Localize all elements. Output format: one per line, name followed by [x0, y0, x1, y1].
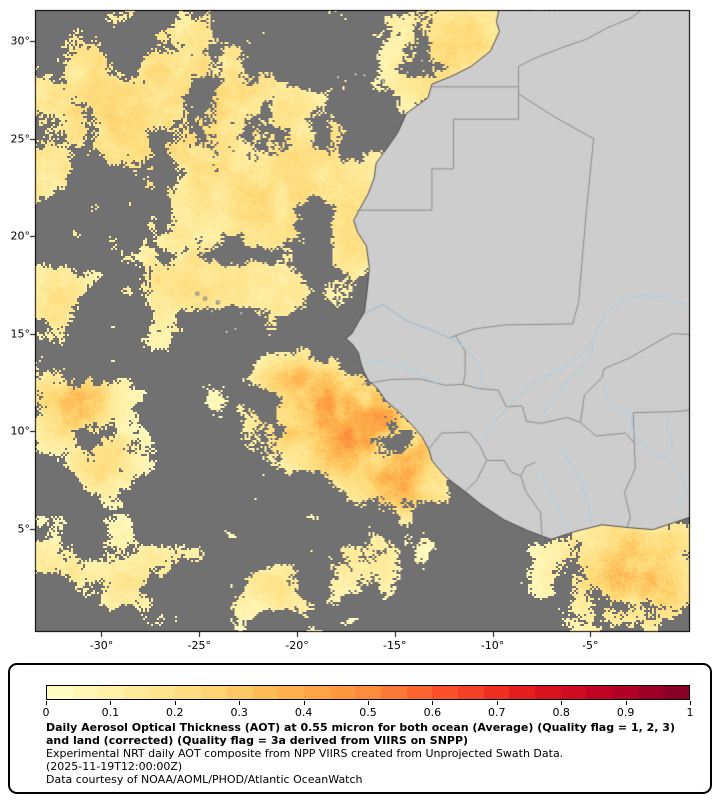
colorbar-segment — [355, 686, 381, 699]
colorbar-tick-label: 0.8 — [552, 706, 570, 719]
colorbar-segment — [458, 686, 484, 699]
x-axis-tick-label: -10° — [480, 639, 505, 652]
legend-title: Daily Aerosol Optical Thickness (AOT) at… — [46, 721, 675, 747]
colorbar-segment — [124, 686, 150, 699]
legend-credit: Data courtesy of NOAA/AOML/PHOD/Atlantic… — [46, 772, 363, 786]
colorbar-tick-mark — [239, 701, 241, 705]
colorbar — [46, 685, 690, 700]
colorbar-tick-mark — [110, 701, 112, 705]
colorbar-tick-label: 0.5 — [359, 706, 377, 719]
y-axis-tick-label: 30° — [10, 34, 31, 48]
colorbar-segment — [586, 686, 613, 699]
colorbar-tick-mark — [46, 701, 47, 705]
colorbar-segment — [560, 686, 587, 699]
colorbar-tick-mark — [368, 701, 369, 705]
colorbar-tick-label: 0.4 — [294, 706, 313, 719]
colorbar-segment — [432, 686, 458, 699]
colorbar-segment — [175, 686, 202, 699]
colorbar-tick-mark — [690, 701, 691, 705]
colorbar-segment — [637, 686, 664, 699]
map-overlay-canvas — [0, 0, 720, 660]
colorbar-tick-label: 0.1 — [101, 706, 120, 719]
colorbar-segment — [535, 686, 561, 699]
colorbar-tick-label: 0 — [42, 706, 50, 719]
legend-caption: Daily Aerosol Optical Thickness (AOT) at… — [46, 721, 696, 787]
colorbar-tick-mark — [303, 701, 305, 705]
colorbar-segment — [72, 686, 99, 699]
colorbar-segment — [252, 686, 279, 699]
x-axis-tick-label: -25° — [187, 639, 211, 652]
x-axis-tick-label: -30° — [89, 639, 114, 652]
colorbar-tick-mark — [432, 701, 434, 705]
colorbar-tick-label: 0.3 — [230, 706, 248, 719]
colorbar-tick-mark — [561, 701, 563, 705]
colorbar-segment — [201, 686, 227, 699]
colorbar-segment — [483, 686, 510, 699]
colorbar-segment — [47, 686, 73, 699]
legend-subtitle: Experimental NRT daily AOT composite fro… — [46, 746, 564, 760]
colorbar-segment — [663, 686, 689, 699]
legend-panel: 0 0.1 0.2 0.3 0.4 0.5 0.6 0.7 0.8 0.9 1 Daily Aero… — [8, 663, 712, 794]
colorbar-segment — [98, 686, 125, 699]
colorbar-tick-label: 1 — [686, 706, 694, 719]
colorbar-tick-label: 0.9 — [616, 706, 635, 719]
y-axis-tick-label: 15° — [10, 327, 31, 341]
colorbar-tick-mark — [496, 701, 498, 705]
colorbar-tick-mark — [174, 701, 176, 705]
colorbar-tick-label: 0.6 — [423, 706, 442, 719]
colorbar-segment — [329, 686, 356, 699]
colorbar-segment — [149, 686, 176, 699]
colorbar-segment — [612, 686, 638, 699]
x-axis-tick-label: -5° — [582, 639, 599, 652]
x-axis-tick-label: -15° — [383, 639, 407, 652]
colorbar-segment — [226, 686, 253, 699]
x-axis-tick-label: -20° — [285, 639, 309, 652]
colorbar-tick-mark — [625, 701, 627, 705]
colorbar-tick-label: 0.2 — [166, 706, 184, 719]
colorbar-segment — [380, 686, 407, 699]
colorbar-segment — [509, 686, 536, 699]
colorbar-segment — [406, 686, 433, 699]
colorbar-segment — [303, 686, 330, 699]
y-axis-tick-label: 10° — [10, 424, 31, 438]
colorbar-segment — [278, 686, 304, 699]
colorbar-tick-label: 0.7 — [488, 706, 506, 719]
y-axis-tick-label: 25° — [10, 132, 31, 146]
y-axis-tick-label: 20° — [10, 229, 31, 243]
y-axis-tick-label: 5° — [17, 522, 31, 536]
legend-timestamp: (2025-11-19T12:00:00Z) — [46, 759, 183, 773]
